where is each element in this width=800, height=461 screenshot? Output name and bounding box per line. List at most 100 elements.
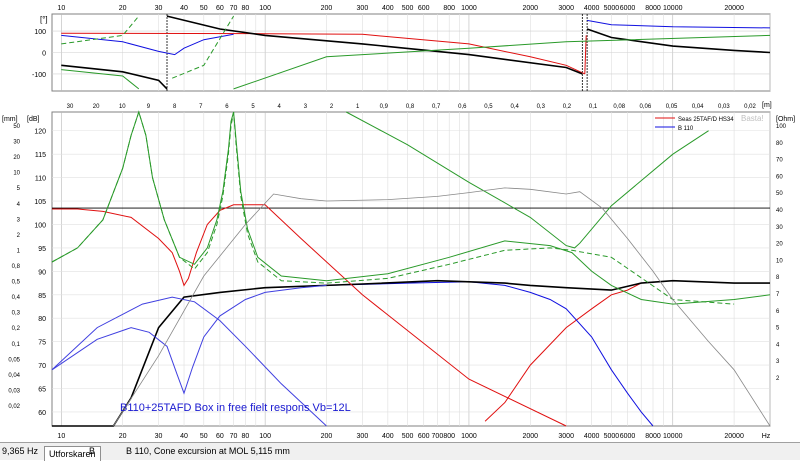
meter-tick-label: 0,7 <box>432 104 441 110</box>
meter-tick-label: 0,8 <box>406 104 415 110</box>
phase-x-tick-label: 30 <box>155 5 163 12</box>
ohm-axis-label: [Ohm] <box>776 116 795 123</box>
ohm-tick-label: 70 <box>776 158 783 164</box>
magnitude-x-tick-label: 30 <box>155 433 163 440</box>
magnitude-x-tick-label: 8000 <box>645 433 661 440</box>
magnitude-x-tick-label: 2000 <box>523 433 539 440</box>
watermark: Basta! <box>741 114 764 123</box>
mm-tick-label: 5 <box>17 186 21 192</box>
legend: Seas 25TAF/D HS34 B 110 <box>655 117 734 132</box>
magnitude-x-tick-label: 1000 <box>461 433 477 440</box>
meter-tick-label: 4 <box>278 104 282 110</box>
phase-series-8 <box>61 69 140 90</box>
phase-x-tick-label: 4000 <box>584 5 600 12</box>
phase-x-tick-label: 5000 <box>604 5 620 12</box>
magnitude-series-1 <box>265 281 654 427</box>
magnitude-x-tick-label: 20000 <box>724 433 744 440</box>
magnitude-series-4 <box>51 296 327 427</box>
magnitude-x-tick-label: 400 <box>382 433 394 440</box>
phase-x-tick-label: 3000 <box>558 5 574 12</box>
phase-x-tick-label: 1000 <box>461 5 477 12</box>
meter-tick-label: 5 <box>251 104 255 110</box>
phase-x-tick-label: 70 <box>230 5 238 12</box>
ohm-tick-label: 40 <box>776 208 783 214</box>
meter-tick-label: 0,06 <box>640 104 652 110</box>
meter-tick-label: 1 <box>356 104 360 110</box>
top-meter-label: [m] <box>762 102 772 109</box>
magnitude-x-tick-label: 10000 <box>663 433 683 440</box>
phase-series-9 <box>172 15 235 79</box>
magnitude-x-tick-label: 5000 <box>604 433 620 440</box>
ohm-tick-label: 8 <box>776 275 780 281</box>
meter-tick-label: 0,9 <box>380 104 389 110</box>
magnitude-x-tick-label: 70 <box>230 433 238 440</box>
magnitude-y-tick-label: 60 <box>38 410 46 417</box>
legend-label-seas: Seas 25TAF/D HS34 <box>678 117 734 123</box>
phase-x-tick-label: 800 <box>443 5 455 12</box>
phase-y-tick-label: 0 <box>42 51 46 58</box>
db-axis-label: [dB] <box>27 116 40 123</box>
meter-tick-label: 2 <box>330 104 334 110</box>
magnitude-y-tick-label: 80 <box>38 316 46 323</box>
meter-tick-label: 0,4 <box>510 104 519 110</box>
mm-tick-label: 0,03 <box>8 388 20 394</box>
phase-grid <box>52 14 771 91</box>
magnitude-plot-area[interactable] <box>51 111 771 427</box>
mm-tick-label: 2 <box>17 233 21 239</box>
meter-tick-label: 0,04 <box>692 104 704 110</box>
phase-series-7 <box>61 15 140 45</box>
phase-x-tick-label: 300 <box>357 5 369 12</box>
phase-series-1 <box>584 35 587 74</box>
ohm-tick-label: 6 <box>776 309 780 315</box>
meter-tick-label: 0,5 <box>484 104 493 110</box>
ohm-tick-label: 3 <box>776 359 780 365</box>
phase-y-tick-label: 100 <box>34 29 46 36</box>
mm-tick-label: 0,4 <box>12 295 21 301</box>
magnitude-x-tick-label: 200 <box>321 433 333 440</box>
mm-tick-label: 0,3 <box>12 311 21 317</box>
phase-x-tick-label: 40 <box>180 5 188 12</box>
phase-x-tick-label: 8000 <box>645 5 661 12</box>
magnitude-x-tick-label: 3000 <box>558 433 574 440</box>
phase-series-10 <box>233 34 771 90</box>
meter-tick-label: 6 <box>225 104 229 110</box>
mm-tick-label: 3 <box>17 217 21 223</box>
magnitude-x-tick-label: 50 <box>200 433 208 440</box>
magnitude-y-tick-label: 95 <box>38 246 46 253</box>
magnitude-y-tick-label: 110 <box>35 176 46 183</box>
magnitude-x-tick-label: 40 <box>180 433 188 440</box>
magnitude-x-tick-label: Hz <box>762 433 771 440</box>
mm-tick-label: 10 <box>13 171 20 177</box>
mm-tick-label: 4 <box>17 202 21 208</box>
ohm-tick-label: 2 <box>776 376 780 382</box>
phase-x-tick-label: 50 <box>200 5 208 12</box>
mm-tick-label: 0,02 <box>8 404 20 410</box>
phase-series-0 <box>61 32 586 75</box>
ohm-tick-label: 100 <box>776 124 787 130</box>
phase-x-tick-label: 6000 <box>620 5 636 12</box>
phase-series-group <box>61 15 771 90</box>
phase-series-2 <box>61 33 234 56</box>
magnitude-x-tick-label: 800 <box>443 433 455 440</box>
mm-axis-label: [mm] <box>2 116 18 123</box>
ohm-tick-label: 80 <box>776 141 783 147</box>
mm-tick-label: 0,5 <box>12 280 21 286</box>
magnitude-y-tick-label: 120 <box>34 129 46 136</box>
phase-x-tick-label: 80 <box>241 5 249 12</box>
ohm-tick-label: 10 <box>776 258 783 264</box>
magnitude-y-tick-label: 90 <box>38 269 46 276</box>
status-message: B 110, Cone excursion at MOL 5,115 mm <box>126 446 290 456</box>
phase-x-tick-label: 500 <box>402 5 414 12</box>
phase-x-tick-label: 20000 <box>724 5 744 12</box>
status-frequency: 9,365 Hz <box>2 446 39 456</box>
phase-x-tick-label: 60 <box>216 5 224 12</box>
tab-utforskaren[interactable]: Utforskaren <box>44 446 101 461</box>
ohm-tick-label: 60 <box>776 174 783 180</box>
phase-series-6 <box>586 28 771 54</box>
meter-tick-label: 9 <box>147 104 151 110</box>
phase-x-tick-label: 10 <box>57 5 65 12</box>
magnitude-series-8 <box>345 111 709 249</box>
phase-y-tick-label: -100 <box>32 72 46 79</box>
magnitude-x-tick-label: 80 <box>241 433 249 440</box>
